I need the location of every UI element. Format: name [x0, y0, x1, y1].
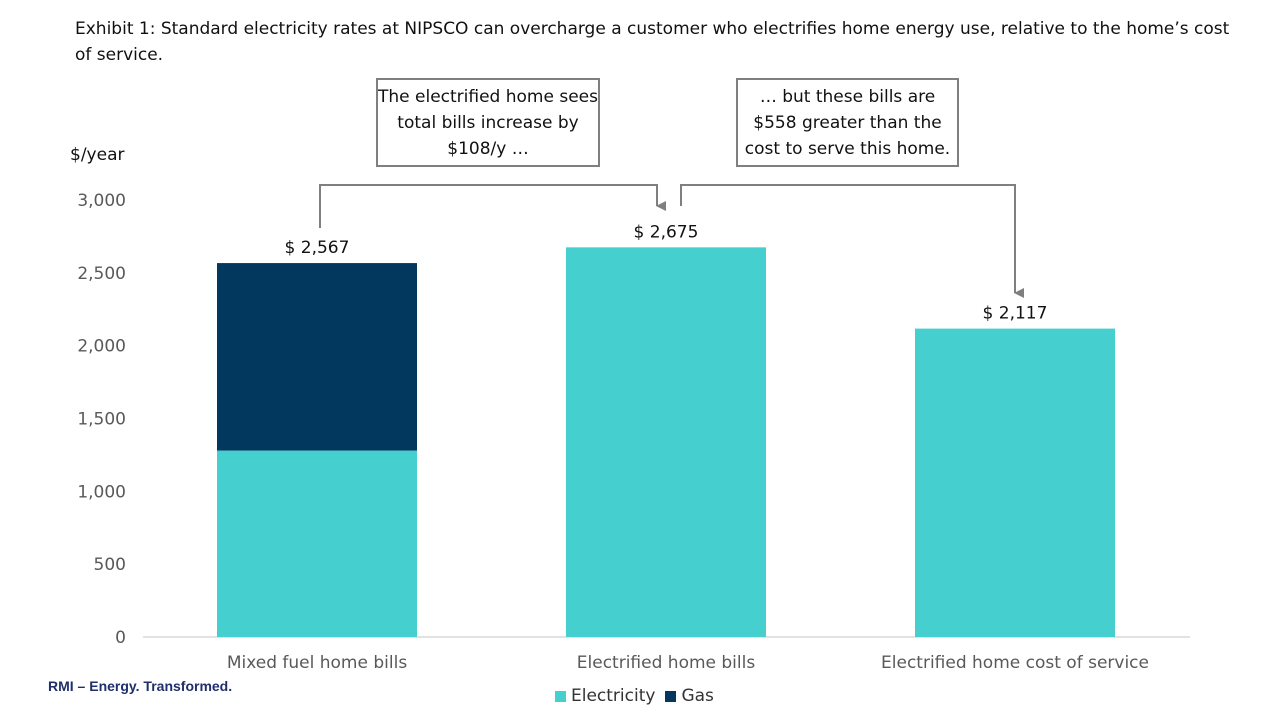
legend-label-electricity: Electricity [571, 686, 656, 706]
axis-layer: 0 500 1,000 1,500 2,000 2,500 3,000 $/year Mixed… [70, 145, 1190, 673]
x-category-label: Electrified home bills [577, 653, 756, 673]
callout-right-text: … but these bills are $558 greater than … [744, 86, 951, 159]
x-category-label: Mixed fuel home bills [227, 653, 407, 673]
y-tick-label: 2,500 [77, 264, 126, 284]
chart-title: Exhibit 1: Standard electricity rates at… [75, 19, 1230, 65]
total-data-label: $ 2,117 [983, 304, 1048, 324]
bar-gas-0 [217, 263, 417, 451]
legend: Electricity Gas [555, 686, 724, 706]
y-tick-label: 500 [94, 555, 126, 575]
y-tick-label: 2,000 [77, 337, 126, 357]
x-category-label: Electrified home cost of service [881, 653, 1149, 673]
legend-swatch-electricity [555, 690, 566, 702]
label-layer: $ 2,567 $ 2,675 $ 2,117 [285, 222, 1048, 323]
y-tick-label: 0 [115, 628, 126, 648]
bar-layer [217, 247, 1115, 637]
arrow-layer [319, 184, 1024, 298]
legend-item-gas: Gas [665, 686, 714, 706]
total-data-label: $ 2,675 [634, 222, 699, 242]
bracket-arrow-right [680, 184, 1024, 298]
legend-item-electricity: Electricity [555, 686, 655, 706]
callout-left: The electrified home sees total bills in… [376, 78, 600, 167]
y-tick-label: 1,000 [77, 482, 126, 502]
total-data-label: $ 2,567 [285, 238, 350, 258]
bar-electricity-2 [915, 328, 1115, 637]
y-tick-label: 1,500 [77, 410, 126, 430]
bracket-arrow-left [319, 184, 666, 228]
y-tick-label: 3,000 [77, 191, 126, 211]
footer-brand: RMI – Energy. Transformed. [48, 678, 233, 694]
callout-left-text: The electrified home sees total bills in… [378, 86, 598, 159]
callout-right: … but these bills are $558 greater than … [736, 78, 959, 167]
legend-label-gas: Gas [681, 686, 714, 706]
y-axis-label: $/year [70, 145, 124, 165]
legend-swatch-gas [665, 690, 677, 702]
bar-electricity-0 [217, 450, 417, 637]
bar-electricity-1 [566, 247, 766, 637]
